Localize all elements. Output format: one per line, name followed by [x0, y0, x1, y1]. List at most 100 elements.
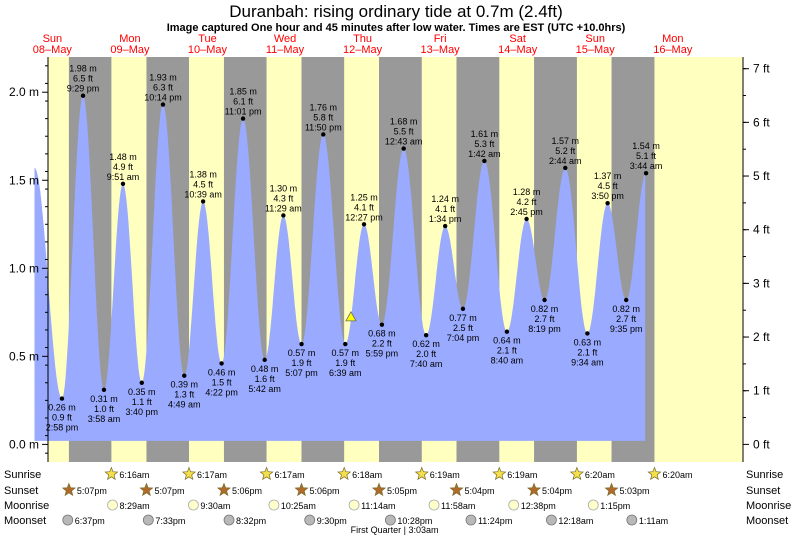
sun-moon-table: Sunrise Sunrise Sunset Sunset Moonrise Moonri… [4, 466, 791, 535]
tide-point [585, 331, 590, 336]
tide-time: 1.57 m [552, 136, 580, 146]
day-labels: Sun08–MayMon09–MayTue10–MayWed11–MayThu1… [33, 33, 693, 56]
tide-point [504, 329, 510, 334]
tide-time: 1.25 m [350, 192, 378, 202]
tide-point [139, 380, 144, 385]
tide-time: 8:40 am [491, 356, 524, 366]
tide-time: 3:40 pm [126, 407, 159, 417]
tide-point [200, 199, 206, 204]
moonset-icon [62, 514, 74, 526]
tide-time: 4:22 pm [205, 387, 238, 397]
sunrise-icon [492, 466, 507, 481]
day-date: 08–May [33, 44, 73, 56]
sunset-time: 5:06pm [310, 486, 340, 496]
tide-height-m: 11:01 pm [225, 107, 262, 117]
tide-point [361, 222, 367, 227]
tide-height-m: 0.39 m [171, 380, 199, 390]
sunrise-icon [647, 466, 662, 481]
sunset-icon [449, 482, 464, 497]
tide-time: 7:40 am [410, 359, 443, 369]
moonrise-icon [348, 499, 360, 511]
tide-height-m: 1:42 am [468, 149, 501, 159]
tide-point [442, 223, 448, 229]
tide-height-ft: 1.9 ft [335, 358, 356, 368]
day-name: Sat [509, 33, 526, 45]
moonset-icon [142, 514, 154, 526]
moonset-time: 6:37pm [75, 516, 105, 526]
day-name: Wed [274, 33, 296, 45]
tide-point [643, 171, 649, 176]
tide-time: 1.85 m [229, 87, 257, 97]
sunset-time: 5:06pm [232, 486, 262, 496]
row-label-left: Sunset [4, 485, 38, 497]
moonset-time: 9:30pm [317, 516, 347, 526]
right-tick-label: 1 ft [753, 384, 770, 398]
tide-time: 3:58 am [88, 414, 121, 424]
sunset-icon [604, 482, 619, 497]
tide-time: 1.38 m [189, 169, 217, 179]
moonrise-time: 9:30am [200, 501, 230, 511]
tide-height-ft: 5.3 ft [474, 139, 495, 149]
row-label-left: Moonset [4, 515, 46, 527]
tide-height-ft: 5.8 ft [313, 112, 334, 122]
sunset-icon [61, 482, 76, 497]
moonrise-icon [587, 499, 599, 511]
tide-point [524, 216, 529, 222]
sunrise-time: 6:17am [197, 470, 227, 480]
moonset-icon [546, 514, 557, 526]
tide-height-ft: 1.6 ft [255, 374, 276, 384]
tide-point [460, 306, 466, 312]
tide-time: 1.98 m [69, 64, 97, 74]
day-name: Sun [43, 33, 63, 45]
moonrise-time: 11:14am [361, 501, 395, 511]
right-tick-label: 4 ft [753, 223, 770, 237]
sunset-time: 5:03pm [620, 486, 650, 496]
left-tick-label: 0.5 m [9, 349, 39, 363]
moonrise-icon [508, 499, 520, 511]
tide-height-m: 9:29 pm [67, 84, 100, 94]
sunrise-icon [414, 466, 429, 481]
tide-height-m: 0.35 m [128, 387, 156, 397]
left-tick-label: 1.5 m [9, 173, 39, 187]
sunrise-icon [181, 466, 197, 481]
tide-height-ft: 5.5 ft [394, 127, 415, 137]
tide-height-ft: 6.5 ft [73, 74, 94, 84]
day-name: Thu [353, 33, 372, 45]
tide-height-m: 0.77 m [449, 313, 477, 323]
left-tick-label: 0.0 m [9, 437, 39, 451]
tide-height-ft: 6.1 ft [233, 97, 254, 107]
tide-time: 1.68 m [390, 117, 418, 127]
sunrise-icon [337, 466, 352, 481]
moonset-time: 11:24pm [478, 516, 512, 526]
sunrise-time: 6:17am [275, 470, 305, 480]
tide-point [240, 116, 246, 121]
tide-point [182, 373, 187, 378]
tide-height-m: 12:43 am [385, 137, 423, 147]
row-label-left: Moonrise [4, 500, 49, 512]
tide-height-m: 0.46 m [208, 367, 236, 377]
row-label-right: Sunset [746, 485, 780, 497]
tide-point [343, 341, 348, 347]
right-tick-label: 0 ft [753, 437, 770, 451]
tide-area [34, 95, 647, 441]
moonrise-time: 12:38pm [521, 501, 556, 511]
tide-time: 1.24 m [431, 194, 459, 204]
moonset-time: 1:11am [639, 516, 668, 526]
tide-height-m: 12:27 pm [345, 212, 383, 222]
tide-height-m: 0.63 m [574, 337, 602, 347]
day-date: 10–May [188, 44, 228, 56]
tide-height-ft: 4.9 ft [113, 162, 134, 172]
tide-height-m: 3:44 am [630, 161, 663, 171]
current-tide-marker [345, 311, 357, 322]
day-date: 13–May [421, 44, 461, 56]
tide-point [482, 158, 487, 164]
moonset-time: 10:28pm [397, 516, 432, 526]
axes: 0.0 m 0.5 m 1.0 m 1.5 m 2.0 m 0 ft 1 ft 2 ft 3 f… [9, 57, 770, 462]
tide-height-ft: 2.7 ft [616, 314, 637, 324]
tide-point [542, 297, 547, 303]
tide-point [80, 93, 86, 98]
moonrise-time: 1:15pm [600, 501, 630, 511]
moonrise-time: 10:25am [281, 501, 316, 511]
moonset-time: 7:33pm [155, 516, 185, 526]
